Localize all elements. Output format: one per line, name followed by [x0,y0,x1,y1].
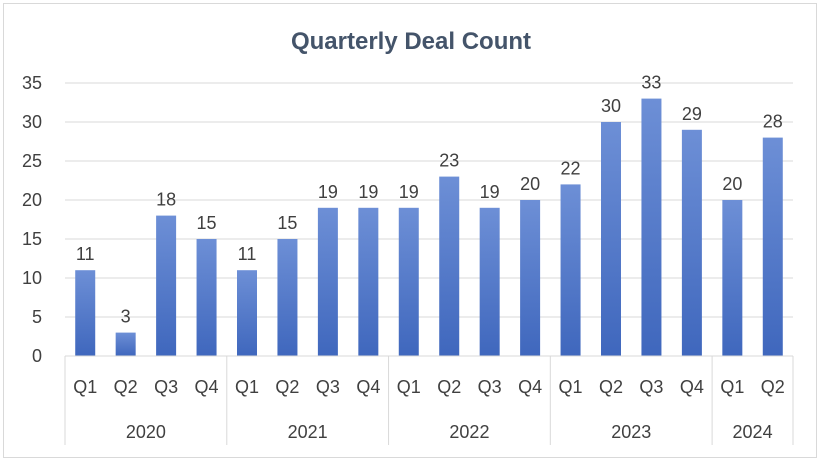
data-label: 29 [682,104,702,124]
data-label: 15 [197,213,217,233]
quarter-label: Q1 [720,377,744,397]
y-tick-label: 35 [22,73,42,93]
bar [115,332,136,356]
data-label: 22 [561,158,581,178]
y-axis-ticks: 0 5 10 15 20 25 30 35 [22,73,42,366]
quarter-label: Q4 [680,377,704,397]
bar [237,270,257,356]
y-tick-label: 10 [22,268,42,288]
bar [196,239,217,356]
quarter-label: Q3 [316,377,340,397]
bar [601,122,621,356]
y-tick-label: 20 [22,190,42,210]
data-label: 19 [480,182,500,202]
y-tick-label: 15 [22,229,42,249]
data-label: 33 [641,73,661,93]
bar [560,184,581,356]
quarter-label: Q3 [639,377,663,397]
year-label: 2021 [288,422,328,442]
data-label: 11 [76,244,95,264]
quarter-label: Q1 [235,377,259,397]
bar [156,215,177,356]
data-label: 19 [318,182,338,202]
data-label: 23 [439,151,459,171]
bars [75,98,783,356]
bar [641,98,662,356]
bar [358,207,379,356]
year-label: 2023 [611,422,651,442]
bar [75,270,96,356]
year-label: 2024 [733,422,773,442]
data-label: 20 [520,174,540,194]
bar [681,129,702,356]
quarter-label: Q3 [478,377,502,397]
quarter-label: Q2 [761,377,785,397]
bar [398,207,419,356]
quarter-label: Q1 [397,377,421,397]
gridlines [65,82,793,357]
bar [762,137,783,356]
quarter-label: Q1 [73,377,97,397]
quarter-label: Q3 [154,377,178,397]
quarter-label: Q1 [559,377,583,397]
year-label: 2020 [126,422,166,442]
bar [520,200,541,356]
data-label: 18 [156,190,176,210]
data-label: 15 [277,213,297,233]
quarter-label: Q2 [437,377,461,397]
chart-frame: Quarterly Deal Count 0 5 10 15 20 25 30 35 11 3 1… [3,3,817,458]
quarter-label: Q4 [518,377,542,397]
y-tick-label: 0 [32,346,42,366]
year-label: 2022 [449,422,489,442]
quarter-label: Q2 [275,377,299,397]
data-label: 19 [399,182,419,202]
quarter-label: Q2 [599,377,623,397]
y-tick-label: 5 [32,307,42,327]
data-labels: 11 3 18 15 11 15 19 19 19 23 19 20 22 30 33 29 20 28 [76,73,783,327]
data-label: 28 [763,112,783,132]
bar [479,207,500,356]
quarter-label: Q4 [356,377,380,397]
bar [277,239,298,356]
quarter-label: Q4 [195,377,219,397]
data-label: 30 [601,96,621,116]
y-tick-label: 30 [22,112,42,132]
data-label: 20 [722,174,742,194]
chart-title: Quarterly Deal Count [291,28,531,55]
bar [439,176,460,356]
bar [722,200,743,356]
data-label: 11 [238,244,257,264]
data-label: 3 [121,307,131,327]
data-label: 19 [358,182,378,202]
quarter-label: Q2 [114,377,138,397]
bar [317,207,338,356]
x-axis: Q1 Q2 Q3 Q4 Q1 Q2 Q3 Q4 Q1 Q2 Q3 Q4 Q1 Q2 Q3 Q4 Q1 Q2 2020… [64,355,794,445]
y-tick-label: 25 [22,151,42,171]
